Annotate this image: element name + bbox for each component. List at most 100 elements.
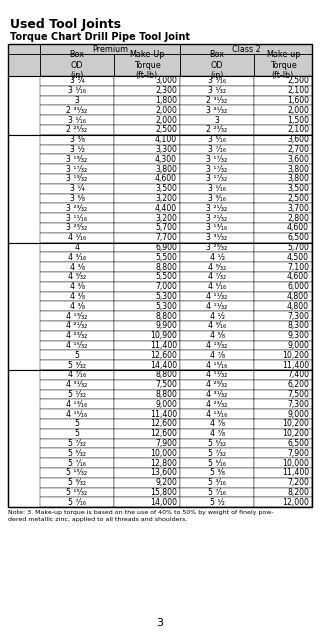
Bar (40, 351, 114, 360)
Bar (254, 331, 312, 340)
Bar (114, 429, 180, 438)
Text: 5 ⁷⁄₁₆: 5 ⁷⁄₁₆ (68, 498, 86, 507)
Bar (114, 351, 180, 360)
Bar (114, 184, 180, 193)
Bar (254, 478, 312, 488)
Bar (114, 193, 180, 204)
Bar (180, 340, 254, 351)
Bar (254, 311, 312, 321)
Text: 4 ⁵⁄₈: 4 ⁵⁄₈ (210, 332, 225, 340)
Bar (180, 106, 254, 115)
Bar (180, 351, 254, 360)
Text: 10,200: 10,200 (282, 351, 309, 360)
Text: 10,000: 10,000 (282, 459, 309, 468)
Bar (40, 488, 114, 497)
Bar (114, 76, 180, 86)
Text: 3 ¹⁹⁄₃₂: 3 ¹⁹⁄₃₂ (67, 174, 88, 184)
Bar (114, 174, 180, 184)
Bar (114, 213, 180, 223)
Text: 3 ²³⁄₃₂: 3 ²³⁄₃₂ (67, 204, 88, 212)
Text: 4 ³⁄₈: 4 ³⁄₈ (69, 282, 84, 291)
Text: 15,800: 15,800 (150, 488, 177, 497)
Text: 7,300: 7,300 (287, 400, 309, 409)
Text: 5 ⁵⁄₃₂: 5 ⁵⁄₃₂ (208, 439, 226, 448)
Bar (254, 184, 312, 193)
Bar (40, 478, 114, 488)
Text: 12,600: 12,600 (150, 351, 177, 360)
Bar (254, 54, 312, 76)
Text: 12,800: 12,800 (150, 459, 177, 468)
Bar (180, 429, 254, 438)
Bar (180, 204, 254, 213)
Bar (254, 154, 312, 164)
Text: 5,500: 5,500 (155, 253, 177, 262)
Bar (40, 154, 114, 164)
Text: 5,300: 5,300 (155, 302, 177, 311)
Text: 3 ¹⁄₁₆: 3 ¹⁄₁₆ (68, 116, 86, 125)
Text: 4 ¹³⁄₁₆: 4 ¹³⁄₁₆ (66, 400, 88, 409)
Bar (254, 399, 312, 409)
Bar (180, 223, 254, 233)
Bar (40, 252, 114, 262)
Text: 9,300: 9,300 (287, 332, 309, 340)
Bar (114, 95, 180, 106)
Text: 4 ⁹⁄₃₂: 4 ⁹⁄₃₂ (208, 262, 226, 271)
Bar (40, 370, 114, 380)
Bar (40, 106, 114, 115)
Bar (254, 213, 312, 223)
Text: 1,800: 1,800 (155, 96, 177, 105)
Text: 3 ¹⁄₁₆: 3 ¹⁄₁₆ (208, 184, 226, 193)
Text: 6,000: 6,000 (287, 282, 309, 291)
Bar (180, 95, 254, 106)
Text: 7,400: 7,400 (287, 371, 309, 380)
Bar (180, 154, 254, 164)
Text: 5: 5 (75, 351, 79, 360)
Text: 2,100: 2,100 (287, 125, 309, 134)
Text: 14,400: 14,400 (150, 360, 177, 370)
Text: Note: 3. Make-up torque is based on the use of 40% to 50% by weight of finely po: Note: 3. Make-up torque is based on the … (8, 510, 274, 522)
Bar (254, 204, 312, 213)
Bar (254, 243, 312, 252)
Text: 3,200: 3,200 (155, 194, 177, 203)
Text: 10,000: 10,000 (150, 449, 177, 458)
Text: 3 ²⁹⁄₃₂: 3 ²⁹⁄₃₂ (67, 223, 88, 232)
Text: 14,000: 14,000 (150, 498, 177, 507)
Text: 5,700: 5,700 (155, 223, 177, 232)
Bar (40, 360, 114, 370)
Bar (40, 301, 114, 311)
Text: 8,800: 8,800 (155, 262, 177, 271)
Text: 4 ¹¹⁄₃₂: 4 ¹¹⁄₃₂ (206, 302, 228, 311)
Bar (114, 488, 180, 497)
Bar (40, 468, 114, 478)
Bar (114, 468, 180, 478)
Bar (40, 54, 114, 76)
Bar (254, 272, 312, 282)
Text: 4 ¹⁄₁₆: 4 ¹⁄₁₆ (68, 233, 86, 242)
Bar (114, 321, 180, 331)
Text: 3 ²⁹⁄₃₂: 3 ²⁹⁄₃₂ (206, 243, 228, 252)
Text: 3 ¹⁷⁄₃₂: 3 ¹⁷⁄₃₂ (206, 174, 228, 184)
Bar (40, 44, 180, 54)
Bar (180, 174, 254, 184)
Text: 4,600: 4,600 (155, 174, 177, 184)
Bar (114, 438, 180, 449)
Text: 3 ³¹⁄₃₂: 3 ³¹⁄₃₂ (206, 233, 228, 242)
Text: 7,900: 7,900 (287, 449, 309, 458)
Text: 4 ¹³⁄₁₆: 4 ¹³⁄₁₆ (206, 410, 228, 419)
Bar (254, 321, 312, 331)
Text: 2 ²⁵⁄₃₂: 2 ²⁵⁄₃₂ (67, 125, 88, 134)
Bar (8, 243, 40, 370)
Text: 3,300: 3,300 (155, 145, 177, 154)
Bar (8, 135, 312, 243)
Text: 12,000: 12,000 (282, 498, 309, 507)
Bar (40, 223, 114, 233)
Bar (254, 252, 312, 262)
Bar (40, 390, 114, 399)
Text: 5 ¹⁵⁄₃₂: 5 ¹⁵⁄₃₂ (67, 468, 88, 477)
Bar (8, 44, 40, 54)
Text: 4: 4 (75, 243, 79, 252)
Bar (114, 86, 180, 95)
Bar (114, 125, 180, 135)
Bar (114, 204, 180, 213)
Bar (180, 301, 254, 311)
